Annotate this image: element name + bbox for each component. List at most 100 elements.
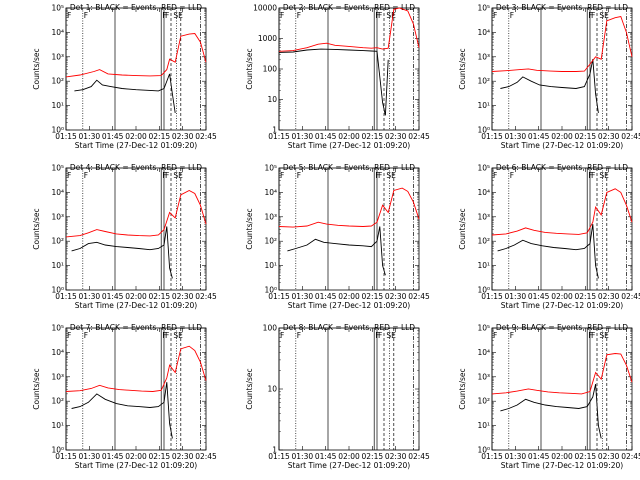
y-tick-label: 10⁴ bbox=[51, 348, 64, 357]
y-tick-label: 10² bbox=[477, 397, 490, 406]
x-tick-label: 02:45 bbox=[621, 132, 640, 141]
event-marker-label: F bbox=[280, 171, 284, 180]
y-tick-label: 10¹ bbox=[264, 261, 277, 270]
plot-frame bbox=[65, 167, 207, 291]
events-series-line bbox=[71, 382, 173, 439]
x-tick-label: 02:45 bbox=[621, 292, 640, 301]
event-marker-label: F bbox=[375, 331, 379, 340]
x-tick-label: 02:30 bbox=[385, 132, 407, 141]
plot-frame bbox=[491, 167, 633, 291]
y-tick-label: 10⁰ bbox=[51, 126, 64, 135]
event-marker-label: F bbox=[493, 331, 497, 340]
y-tick-label: 10³ bbox=[264, 212, 277, 221]
x-tick-label: 02:45 bbox=[195, 452, 217, 461]
x-tick-label: 01:45 bbox=[528, 132, 550, 141]
lld-series-line bbox=[278, 187, 420, 228]
x-tick-label: 01:30 bbox=[505, 132, 527, 141]
events-series-line bbox=[500, 384, 602, 439]
event-marker-label: F bbox=[67, 11, 71, 20]
y-axis-label: Counts/sec bbox=[458, 368, 467, 409]
plot-frame bbox=[278, 327, 420, 451]
event-marker-label: F bbox=[162, 171, 166, 180]
y-tick-label: 10⁴ bbox=[477, 348, 490, 357]
event-marker-label: F bbox=[591, 171, 595, 180]
event-marker-label: F bbox=[588, 171, 592, 180]
x-tick-label: 02:30 bbox=[172, 132, 194, 141]
y-tick-label: 10² bbox=[264, 237, 277, 246]
x-tick-label: 02:00 bbox=[551, 452, 573, 461]
x-tick-label: 01:45 bbox=[315, 292, 337, 301]
x-tick-label: 02:15 bbox=[362, 132, 384, 141]
event-marker-label: SE bbox=[173, 331, 183, 340]
y-tick-label: 10³ bbox=[477, 52, 490, 61]
event-marker-label: F bbox=[591, 331, 595, 340]
x-tick-label: 01:30 bbox=[79, 292, 101, 301]
x-tick-label: 01:30 bbox=[505, 452, 527, 461]
event-marker-label: F bbox=[588, 331, 592, 340]
x-tick-label: 02:15 bbox=[575, 452, 597, 461]
event-marker-label: F bbox=[165, 171, 169, 180]
y-tick-label: 100 bbox=[263, 65, 278, 74]
y-tick-label: 10 bbox=[267, 95, 277, 104]
x-tick-label: 01:15 bbox=[481, 292, 503, 301]
event-marker-label: F bbox=[493, 171, 497, 180]
y-tick-label: 10² bbox=[477, 237, 490, 246]
events-series-line bbox=[74, 73, 176, 113]
event-marker-label: F bbox=[67, 171, 71, 180]
event-marker-label: F bbox=[165, 331, 169, 340]
y-tick-label: 10¹ bbox=[477, 261, 490, 270]
x-tick-label: 01:15 bbox=[55, 132, 77, 141]
x-tick-label: 01:15 bbox=[268, 452, 290, 461]
y-axis-label: Counts/sec bbox=[32, 48, 41, 89]
event-marker-label: F bbox=[588, 11, 592, 20]
y-tick-label: 10⁴ bbox=[477, 28, 490, 37]
y-tick-label: 10² bbox=[477, 77, 490, 86]
event-marker-label: F bbox=[84, 171, 88, 180]
y-axis-label: Counts/sec bbox=[245, 368, 254, 409]
x-tick-label: 02:00 bbox=[125, 132, 147, 141]
event-marker-label: F bbox=[297, 171, 301, 180]
x-tick-label: 02:30 bbox=[598, 292, 620, 301]
x-axis-label: Start Time (27-Dec-12 01:09:20) bbox=[288, 301, 410, 310]
x-tick-label: 02:45 bbox=[195, 132, 217, 141]
x-tick-label: 01:30 bbox=[505, 292, 527, 301]
y-tick-label: 10² bbox=[51, 237, 64, 246]
y-tick-label: 1 bbox=[272, 126, 277, 135]
x-tick-label: 02:15 bbox=[362, 292, 384, 301]
x-tick-label: 02:00 bbox=[551, 132, 573, 141]
x-tick-label: 02:15 bbox=[575, 132, 597, 141]
x-tick-label: 01:45 bbox=[102, 452, 124, 461]
events-series-line bbox=[71, 226, 173, 279]
x-tick-label: 02:30 bbox=[598, 132, 620, 141]
event-marker-label: F bbox=[591, 11, 595, 20]
y-tick-label: 10⁵ bbox=[264, 164, 277, 173]
x-tick-label: 02:30 bbox=[385, 452, 407, 461]
y-tick-label: 10¹ bbox=[477, 101, 490, 110]
lld-series-line bbox=[65, 345, 207, 392]
x-tick-label: 02:15 bbox=[575, 292, 597, 301]
x-tick-label: 02:00 bbox=[338, 132, 360, 141]
x-tick-label: 02:00 bbox=[338, 452, 360, 461]
x-tick-label: 02:00 bbox=[338, 292, 360, 301]
y-axis-label: Counts/sec bbox=[32, 368, 41, 409]
events-series-line bbox=[500, 59, 599, 113]
y-tick-label: 10⁰ bbox=[477, 446, 490, 455]
lld-series-line bbox=[278, 7, 420, 52]
events-series-line bbox=[497, 224, 599, 279]
x-axis-label: Start Time (27-Dec-12 01:09:20) bbox=[501, 461, 623, 470]
x-tick-label: 01:45 bbox=[528, 452, 550, 461]
y-tick-label: 10³ bbox=[477, 372, 490, 381]
x-tick-label: 02:45 bbox=[621, 452, 640, 461]
x-tick-label: 02:45 bbox=[408, 132, 430, 141]
x-tick-label: 01:15 bbox=[481, 452, 503, 461]
event-marker-label: F bbox=[510, 331, 514, 340]
x-tick-label: 02:30 bbox=[172, 452, 194, 461]
y-tick-label: 10⁵ bbox=[51, 4, 64, 13]
event-marker-label: SE bbox=[386, 171, 396, 180]
x-tick-label: 02:15 bbox=[149, 292, 171, 301]
